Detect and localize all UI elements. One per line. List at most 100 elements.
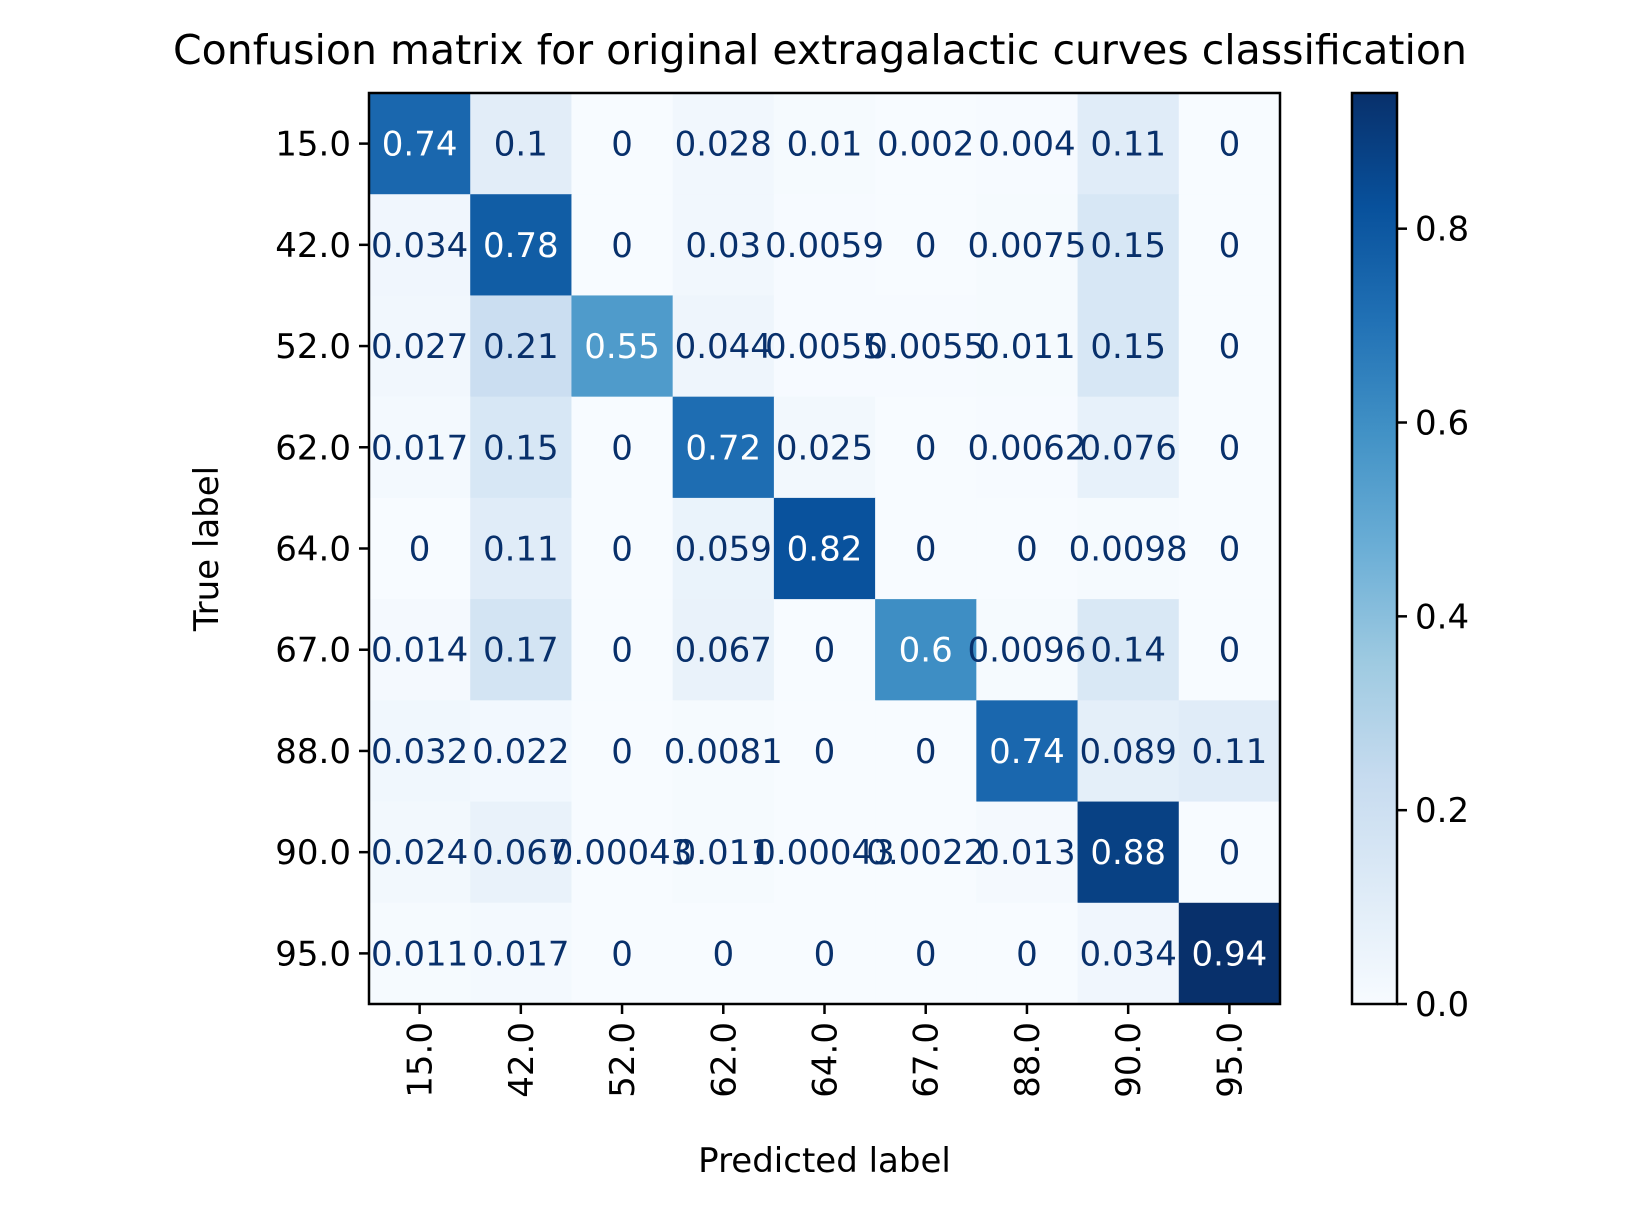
- matrix-cell: [369, 93, 471, 195]
- matrix-cell-label: 0.0055: [866, 327, 985, 367]
- matrix-cell-label: 0.0022: [866, 833, 985, 873]
- matrix-cell: [571, 700, 674, 803]
- matrix-cell-label: 0.059: [675, 530, 772, 570]
- matrix-cell: [1178, 194, 1281, 297]
- matrix-cell-label: 0.17: [483, 631, 559, 671]
- matrix-cell-label: 0: [409, 530, 431, 570]
- matrix-cell: [369, 497, 471, 600]
- x-tick-label: 42.0: [502, 1022, 542, 1098]
- x-axis-label: Predicted label: [698, 1141, 951, 1181]
- matrix-cell-label: 0.21: [483, 327, 559, 367]
- matrix-cell-label: 0.03: [685, 226, 761, 266]
- matrix-cell: [976, 700, 1079, 803]
- matrix-cell: [976, 93, 1079, 195]
- matrix-cell-label: 0: [611, 226, 633, 266]
- matrix-cell: [571, 93, 674, 195]
- matrix-cell: [571, 599, 674, 701]
- matrix-cell: [773, 295, 876, 398]
- matrix-cell-labels: 0.74 0.1 0 0.028 0.01 0.002 0.004 0.11 0 0.034 0.7…: [371, 125, 1267, 975]
- matrix-cell-label: 0: [712, 934, 734, 974]
- matrix-cell: [1178, 497, 1281, 600]
- matrix-cell: [1077, 801, 1180, 904]
- y-tick-label: 15.0: [275, 125, 351, 165]
- y-tick-label: 52.0: [275, 327, 351, 367]
- matrix-cells: [369, 93, 1281, 1005]
- matrix-cell: [470, 295, 573, 398]
- matrix-cell-label: 0.11: [1192, 732, 1268, 772]
- matrix-cell-label: 0: [1219, 631, 1241, 671]
- matrix-cell: [773, 194, 876, 297]
- matrix-cell: [571, 801, 674, 904]
- matrix-cell: [571, 194, 674, 297]
- matrix-cell-label: 0.01: [787, 125, 863, 165]
- matrix-cell: [1077, 295, 1180, 398]
- matrix-cell: [1178, 295, 1281, 398]
- matrix-cell-label: 0.013: [978, 833, 1075, 873]
- matrix-cell: [976, 497, 1079, 600]
- colorbar-tick-label: 0.0: [1415, 985, 1469, 1025]
- matrix-cell-label: 0.1: [494, 125, 548, 165]
- matrix-cell-label: 0.022: [472, 732, 569, 772]
- matrix-cell-label: 0.88: [1090, 833, 1166, 873]
- matrix-cell-label: 0.014: [371, 631, 468, 671]
- matrix-cell-label: 0: [611, 631, 633, 671]
- matrix-cell: [1077, 396, 1180, 499]
- matrix-cell: [369, 599, 471, 701]
- matrix-cell-label: 0: [915, 530, 937, 570]
- y-tick-label: 62.0: [275, 428, 351, 468]
- colorbar-tick-label: 0.8: [1415, 210, 1469, 250]
- matrix-cell-label: 0.027: [371, 327, 468, 367]
- matrix-cell: [1178, 396, 1281, 499]
- matrix-cell: [369, 801, 471, 904]
- matrix-cell-label: 0: [611, 732, 633, 772]
- matrix-cell: [672, 396, 775, 499]
- matrix-cell: [470, 599, 573, 701]
- matrix-cell-label: 0.034: [1079, 934, 1176, 974]
- matrix-cell-label: 0.011: [675, 833, 772, 873]
- x-tick-label: 67.0: [907, 1022, 947, 1098]
- colorbar-tick-label: 0.6: [1415, 404, 1469, 444]
- colorbar-gradient: [1352, 93, 1397, 1004]
- matrix-cell-label: 0: [915, 226, 937, 266]
- matrix-cell: [773, 801, 876, 904]
- x-tick-label: 95.0: [1210, 1022, 1250, 1098]
- y-tick-label: 95.0: [275, 934, 351, 974]
- matrix-cell: [1178, 700, 1281, 803]
- matrix-cell-label: 0.11: [483, 530, 559, 570]
- matrix-cell-label: 0: [814, 732, 836, 772]
- matrix-cell: [773, 396, 876, 499]
- matrix-cell-label: 0.032: [371, 732, 468, 772]
- matrix-cell-label: 0.004: [978, 125, 1075, 165]
- matrix-cell-label: 0.15: [1090, 327, 1166, 367]
- matrix-cell-label: 0.0075: [967, 226, 1086, 266]
- matrix-cell-label: 0.0081: [664, 732, 783, 772]
- y-tick-label: 67.0: [275, 631, 351, 671]
- colorbar-tick-label: 0.4: [1415, 597, 1469, 637]
- matrix-cell: [875, 700, 977, 803]
- matrix-cell: [571, 902, 674, 1005]
- matrix-cell-label: 0.011: [978, 327, 1075, 367]
- matrix-cell-label: 0: [1219, 327, 1241, 367]
- matrix-cell-label: 0.72: [685, 428, 761, 468]
- matrix-cell-label: 0: [915, 934, 937, 974]
- matrix-cell-label: 0: [611, 934, 633, 974]
- x-tick-label: 64.0: [806, 1022, 846, 1098]
- matrix-cell: [470, 396, 573, 499]
- matrix-cell: [1077, 700, 1180, 803]
- matrix-cell-label: 0: [1219, 428, 1241, 468]
- matrix-cell: [369, 700, 471, 803]
- matrix-cell-label: 0.6: [899, 631, 953, 671]
- matrix-cell: [470, 497, 573, 600]
- matrix-cell: [1178, 902, 1281, 1005]
- matrix-cell-label: 0.028: [675, 125, 772, 165]
- matrix-cell-label: 0: [1016, 530, 1038, 570]
- matrix-cell-label: 0: [915, 428, 937, 468]
- matrix-cell: [672, 700, 775, 803]
- matrix-cell-label: 0.0098: [1069, 530, 1188, 570]
- matrix-cell-label: 0.067: [675, 631, 772, 671]
- matrix-cell-label: 0: [814, 631, 836, 671]
- matrix-cell: [1077, 194, 1180, 297]
- matrix-cell: [1077, 497, 1180, 600]
- matrix-cell: [672, 497, 775, 600]
